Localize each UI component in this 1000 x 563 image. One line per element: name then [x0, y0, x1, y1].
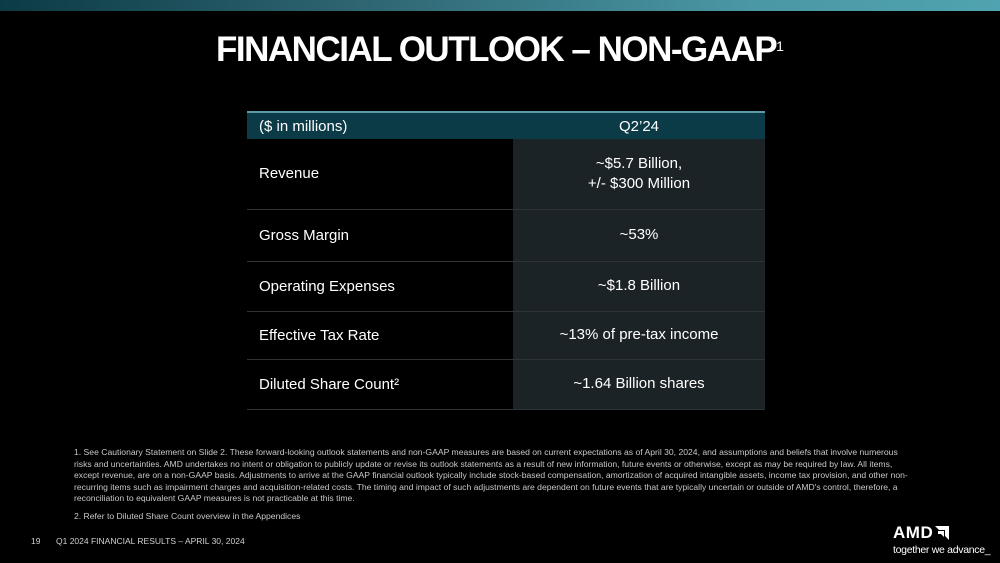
row-label: Revenue [247, 139, 513, 210]
table-row: Effective Tax Rate ~13% of pre-tax incom… [247, 311, 765, 360]
row-value: ~$5.7 Billion, +/- $300 Million [513, 139, 765, 210]
header-units: ($ in millions) [247, 111, 513, 139]
top-accent-bar [0, 0, 1000, 11]
row-label: Gross Margin [247, 209, 513, 262]
page-number: 19 [31, 536, 41, 546]
row-value: ~13% of pre-tax income [513, 311, 765, 360]
row-label: Effective Tax Rate [247, 311, 513, 360]
table-row: Diluted Share Count² ~1.64 Billion share… [247, 359, 765, 410]
page-title: FINANCIAL OUTLOOK – NON-GAAP1 [0, 30, 1000, 70]
table-row: Operating Expenses ~$1.8 Billion [247, 261, 765, 312]
header-quarter: Q2’24 [513, 111, 765, 139]
row-value: ~1.64 Billion shares [513, 359, 765, 410]
logo-wordmark: AMD [893, 523, 934, 542]
outlook-table: ($ in millions) Q2’24 Revenue ~$5.7 Bill… [247, 111, 765, 410]
row-label: Diluted Share Count² [247, 359, 513, 410]
value-line-2: +/- $300 Million [587, 174, 691, 192]
table-row: Gross Margin ~53% [247, 209, 765, 262]
row-value: ~53% [513, 209, 765, 262]
footnote-2: 2. Refer to Diluted Share Count overview… [74, 510, 301, 521]
amd-logo: AMD together we advance_ [893, 523, 991, 556]
table-header: ($ in millions) Q2’24 [247, 111, 765, 139]
title-text: FINANCIAL OUTLOOK – NON-GAAP [216, 30, 778, 69]
logo-tagline: together we advance_ [893, 544, 991, 556]
footnote-1: 1. See Cautionary Statement on Slide 2. … [74, 447, 908, 503]
amd-arrow-icon [935, 526, 950, 540]
value-line-1: ~$5.7 Billion, [595, 154, 683, 172]
footnotes: 1. See Cautionary Statement on Slide 2. … [74, 447, 914, 528]
row-value: ~$1.8 Billion [513, 261, 765, 312]
row-label: Operating Expenses [247, 261, 513, 312]
footer-text: Q1 2024 FINANCIAL RESULTS – APRIL 30, 20… [56, 536, 245, 546]
table-row: Revenue ~$5.7 Billion, +/- $300 Million [247, 139, 765, 210]
title-footnote-marker: 1 [776, 38, 784, 54]
